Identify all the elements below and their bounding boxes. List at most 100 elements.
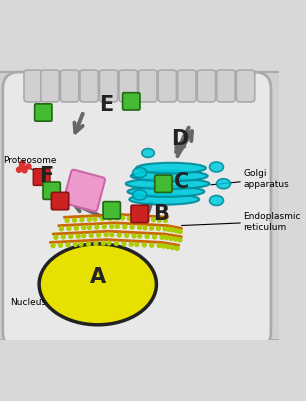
Circle shape: [74, 226, 78, 230]
Circle shape: [138, 234, 142, 238]
Text: E: E: [99, 95, 113, 115]
FancyBboxPatch shape: [35, 104, 52, 121]
Circle shape: [93, 217, 97, 221]
Circle shape: [110, 225, 114, 228]
Circle shape: [151, 218, 155, 222]
Circle shape: [135, 243, 139, 247]
FancyBboxPatch shape: [24, 70, 43, 102]
Circle shape: [65, 219, 69, 223]
Circle shape: [17, 167, 21, 172]
Circle shape: [67, 227, 71, 231]
Circle shape: [138, 225, 142, 229]
FancyBboxPatch shape: [123, 93, 140, 110]
Circle shape: [95, 225, 99, 229]
Circle shape: [153, 235, 156, 239]
Text: C: C: [174, 172, 189, 192]
Circle shape: [150, 243, 154, 247]
Circle shape: [145, 235, 149, 239]
Circle shape: [73, 218, 76, 222]
Circle shape: [146, 217, 149, 221]
Text: Nucleus: Nucleus: [10, 298, 46, 307]
Circle shape: [94, 241, 98, 245]
Circle shape: [88, 217, 91, 221]
Circle shape: [115, 216, 119, 220]
Circle shape: [158, 218, 161, 222]
FancyBboxPatch shape: [51, 192, 69, 210]
Circle shape: [66, 243, 70, 247]
Circle shape: [102, 225, 106, 229]
Circle shape: [88, 225, 91, 229]
Ellipse shape: [131, 170, 208, 181]
Text: Proteosome: Proteosome: [3, 156, 56, 165]
FancyBboxPatch shape: [33, 169, 50, 185]
Circle shape: [19, 164, 24, 169]
Circle shape: [166, 245, 170, 249]
Circle shape: [59, 227, 63, 231]
Circle shape: [171, 245, 175, 249]
Circle shape: [178, 229, 182, 233]
Circle shape: [76, 234, 80, 238]
FancyBboxPatch shape: [131, 205, 148, 223]
Text: Golgi
apparatus: Golgi apparatus: [243, 169, 289, 189]
Circle shape: [141, 217, 145, 221]
Text: F: F: [39, 166, 53, 186]
Circle shape: [123, 225, 127, 229]
Circle shape: [97, 233, 101, 237]
Circle shape: [150, 226, 154, 230]
Circle shape: [174, 237, 177, 241]
Text: D: D: [172, 129, 189, 149]
Circle shape: [157, 244, 161, 247]
Circle shape: [107, 241, 111, 245]
Circle shape: [54, 235, 58, 239]
Circle shape: [108, 217, 112, 220]
Circle shape: [115, 225, 119, 228]
FancyBboxPatch shape: [80, 70, 98, 102]
FancyBboxPatch shape: [197, 70, 216, 102]
Circle shape: [104, 233, 108, 237]
Ellipse shape: [216, 179, 230, 189]
Circle shape: [171, 228, 175, 232]
Ellipse shape: [210, 195, 223, 206]
Circle shape: [26, 164, 31, 169]
Circle shape: [73, 243, 77, 247]
Text: B: B: [153, 204, 169, 224]
Circle shape: [178, 238, 182, 242]
Ellipse shape: [133, 190, 147, 200]
Circle shape: [163, 219, 167, 223]
Circle shape: [165, 236, 168, 240]
Circle shape: [110, 233, 114, 237]
Circle shape: [132, 234, 136, 238]
FancyBboxPatch shape: [217, 70, 235, 102]
Ellipse shape: [136, 163, 206, 173]
FancyBboxPatch shape: [236, 70, 255, 102]
Circle shape: [125, 233, 129, 237]
Circle shape: [51, 244, 55, 247]
Circle shape: [100, 217, 104, 221]
Circle shape: [156, 227, 160, 231]
Circle shape: [69, 235, 73, 239]
FancyBboxPatch shape: [3, 72, 271, 348]
Circle shape: [163, 227, 167, 231]
Ellipse shape: [142, 148, 154, 158]
FancyBboxPatch shape: [155, 175, 172, 192]
FancyBboxPatch shape: [41, 70, 59, 102]
FancyBboxPatch shape: [0, 72, 34, 340]
Circle shape: [121, 216, 125, 220]
Circle shape: [142, 243, 146, 247]
FancyBboxPatch shape: [246, 72, 306, 340]
Circle shape: [58, 243, 62, 247]
FancyBboxPatch shape: [119, 70, 137, 102]
Ellipse shape: [210, 162, 223, 172]
Ellipse shape: [133, 168, 147, 178]
Circle shape: [160, 235, 164, 239]
Circle shape: [22, 168, 27, 173]
Circle shape: [82, 226, 86, 230]
Ellipse shape: [129, 194, 199, 205]
Circle shape: [101, 241, 105, 245]
Ellipse shape: [128, 186, 204, 197]
Circle shape: [162, 244, 166, 248]
Circle shape: [167, 227, 171, 231]
Circle shape: [89, 233, 93, 237]
Circle shape: [79, 242, 83, 246]
Circle shape: [129, 242, 133, 246]
